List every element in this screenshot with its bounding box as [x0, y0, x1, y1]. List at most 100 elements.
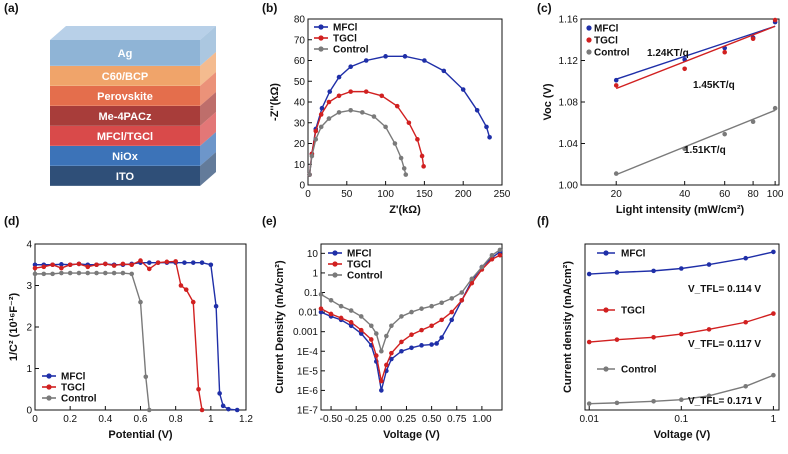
data-point [419, 153, 425, 159]
y-tick-label: 1.08 [559, 98, 579, 109]
y-tick-label: 30 [294, 118, 306, 129]
y-tick-label: 1E-7 [297, 406, 319, 417]
legend-marker [586, 37, 592, 43]
data-point [422, 58, 427, 63]
data-point [750, 36, 756, 42]
x-tick-label: 150 [416, 189, 433, 200]
legend-entry-mfcl: MFCl [594, 24, 619, 35]
data-point [379, 388, 384, 393]
series-tgcl [613, 17, 778, 90]
vtfl-annotation: V_TFL= 0.117 V [688, 339, 761, 350]
layer-label: MFCl/TGCl [97, 131, 153, 143]
x-tick-label: 50 [341, 189, 353, 200]
data-point [307, 172, 312, 177]
x-tick-label: 1 [771, 414, 777, 425]
data-point [182, 260, 187, 265]
x-tick-label: 200 [455, 189, 472, 200]
data-point [439, 300, 444, 306]
layer-label: Ag [118, 48, 133, 60]
data-point [489, 256, 495, 262]
series-control [586, 372, 776, 406]
data-point [460, 87, 466, 92]
legend-marker [318, 24, 324, 30]
legend-entry-mfcl: MFCl [333, 23, 358, 34]
layer-label: ITO [116, 171, 135, 183]
layer-front-face [50, 40, 200, 66]
legend-entry-tgcl: TGCl [621, 306, 645, 317]
layer-top-face [50, 26, 216, 40]
panel-label-e: (e) [262, 214, 277, 228]
series-mfcl [307, 54, 492, 177]
data-point [50, 271, 55, 277]
y-axis-label: 1/C² (10¹⁶F⁻²) [8, 293, 20, 362]
y-tick-label: 1.00 [559, 181, 579, 192]
data-point [706, 327, 712, 332]
data-point [155, 260, 161, 265]
annotations-c: 1.24KT/q 1.45KT/q 1.51KT/q [647, 48, 735, 156]
data-point [487, 134, 492, 140]
data-point [226, 406, 231, 412]
data-point [771, 311, 776, 316]
x-tick-label: 0.50 [422, 414, 442, 425]
x-tick-label: 1 [208, 414, 214, 425]
data-point [313, 137, 319, 142]
vtfl-annotation: V_TFL= 0.114 V [688, 284, 761, 295]
data-point [41, 264, 47, 270]
data-point [489, 252, 495, 258]
data-point [743, 255, 748, 261]
data-point [706, 262, 712, 267]
series-control [32, 270, 152, 413]
data-point [401, 166, 407, 171]
data-point [360, 110, 365, 115]
layer-label: Me-4PACz [99, 111, 152, 123]
data-point [419, 343, 424, 348]
series-line [308, 90, 425, 175]
data-point [164, 259, 170, 265]
data-point [409, 345, 414, 351]
data-point [336, 74, 342, 80]
data-point [336, 110, 342, 115]
data-point [32, 262, 38, 268]
data-point [383, 124, 388, 130]
data-point [374, 331, 379, 336]
legend-entry-control: Control [347, 271, 383, 282]
data-point [651, 334, 656, 340]
data-point [743, 319, 748, 325]
layer-side-face [200, 132, 216, 166]
data-point [651, 268, 656, 274]
legend-entry-control: Control [594, 48, 630, 59]
slope-annotation: 1.51KT/q [684, 145, 726, 156]
data-point [363, 58, 369, 63]
data-point [409, 309, 414, 315]
data-point [217, 391, 222, 396]
data-point [129, 262, 135, 268]
layer-3: Me-4PACz [50, 92, 216, 127]
x-axis-label: Z'(kΩ) [389, 204, 421, 216]
chart-c: 20 40 60 80 100 1.00 1.04 1.08 1.12 1.16 Light int… [542, 15, 784, 217]
data-point [143, 374, 149, 380]
x-tick-label: 0 [305, 189, 311, 200]
data-point [399, 339, 404, 345]
y-tick-label: 0.001 [293, 327, 318, 338]
data-point [358, 331, 364, 336]
data-point [429, 303, 434, 309]
data-point [103, 270, 108, 276]
y-tick-label: 0.01 [299, 308, 319, 319]
data-point [384, 362, 389, 368]
data-point [429, 342, 434, 347]
device-stack-diagram: Ag C60/BCP Perovskite Me-4PACz MFCl/TGCl NiOx… [50, 26, 216, 187]
legend-entry-mfcl: MFCl [61, 372, 86, 383]
x-tick-label: 0.01 [579, 414, 599, 425]
data-point [85, 264, 91, 270]
legend-marker [318, 35, 324, 41]
legend-entry-tgcl: TGCl [347, 260, 371, 271]
data-point [103, 261, 108, 267]
data-point [111, 263, 117, 268]
y-axis-label: -Z''(kΩ) [269, 83, 281, 121]
data-point [358, 314, 364, 319]
layer-side-face [200, 52, 216, 86]
data-point [94, 262, 99, 268]
x-tick-label: 100 [377, 189, 394, 200]
